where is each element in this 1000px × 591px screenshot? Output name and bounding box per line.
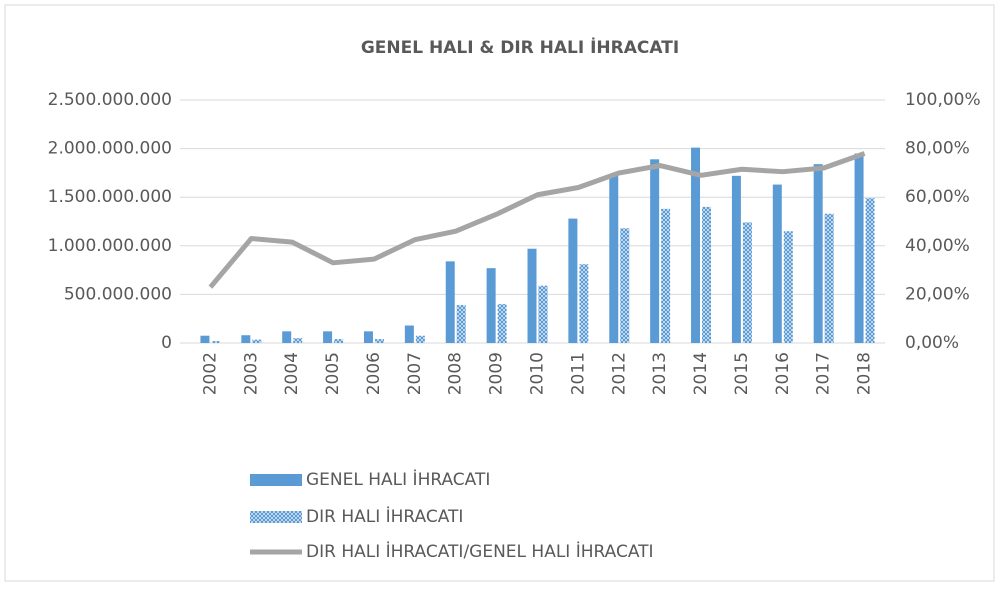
bar (241, 335, 251, 343)
x-tick-label: 2011 (568, 352, 588, 395)
legend-label: GENEL HALI İHRACATI (306, 469, 490, 490)
y-tick-label: 1.000.000.000 (48, 236, 172, 256)
x-tick-label: 2015 (732, 352, 752, 395)
y-tick-label: 1.500.000.000 (48, 187, 172, 207)
y2-tick-label: 0,00% (905, 333, 959, 353)
x-tick-label: 2018 (855, 352, 875, 395)
y2-tick-label: 80,00% (905, 139, 970, 159)
bar (854, 153, 864, 343)
bar (415, 335, 425, 343)
bar (824, 213, 834, 343)
bar (200, 335, 210, 343)
legend-swatch (250, 474, 302, 486)
x-tick-label: 2007 (405, 352, 425, 395)
x-tick-label: 2016 (773, 352, 793, 395)
bar (282, 331, 292, 343)
bar (609, 174, 619, 343)
bar (620, 228, 630, 343)
x-tick-label: 2003 (241, 352, 261, 395)
x-tick-label: 2002 (200, 352, 220, 395)
bar (579, 264, 589, 343)
x-tick-label: 2008 (446, 352, 466, 395)
x-tick-label: 2010 (528, 352, 548, 395)
bar (538, 285, 548, 343)
bar (211, 341, 221, 343)
chart-title: GENEL HALI & DIR HALI İHRACATI (361, 36, 679, 58)
bar (363, 331, 373, 343)
bar (772, 184, 782, 343)
bar (813, 164, 823, 343)
x-tick-label: 2017 (814, 352, 834, 395)
y2-tick-label: 60,00% (905, 187, 970, 207)
bar (334, 339, 344, 343)
x-tick-label: 2014 (691, 352, 711, 395)
ratio-line (208, 151, 866, 289)
legend-swatch (250, 511, 302, 523)
bar (783, 231, 793, 343)
x-tick-label: 2009 (487, 352, 507, 395)
bar (404, 325, 414, 343)
legend-label: DIR HALI İHRACATI (306, 506, 463, 527)
bar (527, 248, 537, 343)
y-tick-label: 2.000.000.000 (48, 139, 172, 159)
bar (568, 218, 578, 343)
bar (252, 339, 262, 343)
y-tick-label: 0 (161, 333, 172, 353)
bar (486, 268, 496, 343)
bar (374, 339, 384, 343)
bar (661, 208, 671, 343)
y-tick-label: 2.500.000.000 (48, 90, 172, 110)
x-tick-label: 2006 (364, 352, 384, 395)
y2-tick-label: 40,00% (905, 236, 970, 256)
x-tick-label: 2012 (609, 352, 629, 395)
bar (691, 147, 701, 343)
bar (731, 175, 741, 343)
bar (456, 305, 466, 343)
bar (323, 331, 333, 343)
x-tick-label: 2013 (650, 352, 670, 395)
y2-tick-label: 100,00% (905, 90, 981, 110)
bar (702, 206, 712, 343)
legend-label: DIR HALI İHRACATI/GENEL HALI İHRACATI (306, 541, 654, 562)
bar (293, 338, 303, 343)
y-tick-label: 500.000.000 (64, 284, 172, 304)
bar (497, 304, 507, 343)
x-tick-label: 2005 (323, 352, 343, 395)
bar (742, 222, 752, 343)
y2-tick-label: 20,00% (905, 284, 970, 304)
bar (445, 261, 455, 343)
bar (865, 198, 875, 343)
bar (650, 159, 660, 343)
x-tick-label: 2004 (282, 352, 302, 395)
